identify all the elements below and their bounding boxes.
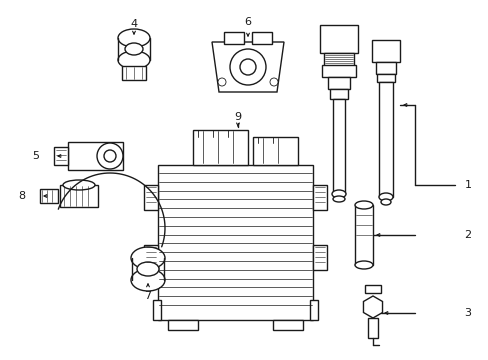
Ellipse shape [354,261,372,269]
Bar [252,137,297,165]
Bar [376,74,394,82]
Text: 8: 8 [19,191,25,201]
Ellipse shape [332,196,345,202]
Circle shape [269,78,278,86]
Circle shape [240,59,256,75]
Bar [40,189,58,203]
Text: 5: 5 [32,151,40,161]
Bar [312,245,326,270]
Polygon shape [212,42,284,92]
Circle shape [104,150,116,162]
Bar [319,25,357,53]
Bar [354,205,372,265]
Bar [158,165,312,320]
Polygon shape [363,296,382,318]
Text: 1: 1 [464,180,470,190]
Bar [143,185,158,210]
Bar [378,82,392,197]
Bar [327,77,349,89]
Ellipse shape [331,190,346,198]
Text: 6: 6 [244,17,251,27]
Bar [364,285,380,293]
Bar [309,300,317,320]
Ellipse shape [137,262,159,276]
Text: 3: 3 [464,308,470,318]
Text: 2: 2 [464,230,470,240]
Bar [193,130,247,165]
Ellipse shape [118,29,150,47]
Circle shape [229,49,265,85]
Ellipse shape [131,247,164,269]
Bar [371,40,399,62]
Ellipse shape [354,201,372,209]
Ellipse shape [378,193,392,201]
Ellipse shape [131,269,164,291]
Circle shape [218,78,225,86]
Text: 9: 9 [234,112,241,122]
Ellipse shape [118,51,150,69]
Bar [153,300,161,320]
Text: 7: 7 [144,291,151,301]
Bar [143,245,158,270]
Bar [332,99,345,194]
Bar [224,32,244,44]
Bar [168,320,198,330]
Text: 4: 4 [130,19,137,29]
Ellipse shape [380,199,390,205]
Bar [272,320,303,330]
Ellipse shape [63,180,95,190]
Bar [312,185,326,210]
Bar [251,32,271,44]
Bar [68,142,123,170]
Circle shape [97,143,123,169]
Bar [122,66,146,80]
Bar [375,62,395,74]
Bar [367,318,377,338]
Bar [60,185,98,207]
Bar [329,89,347,99]
Bar [324,53,353,68]
Bar [321,65,355,77]
Bar [54,147,68,165]
Ellipse shape [125,43,142,55]
